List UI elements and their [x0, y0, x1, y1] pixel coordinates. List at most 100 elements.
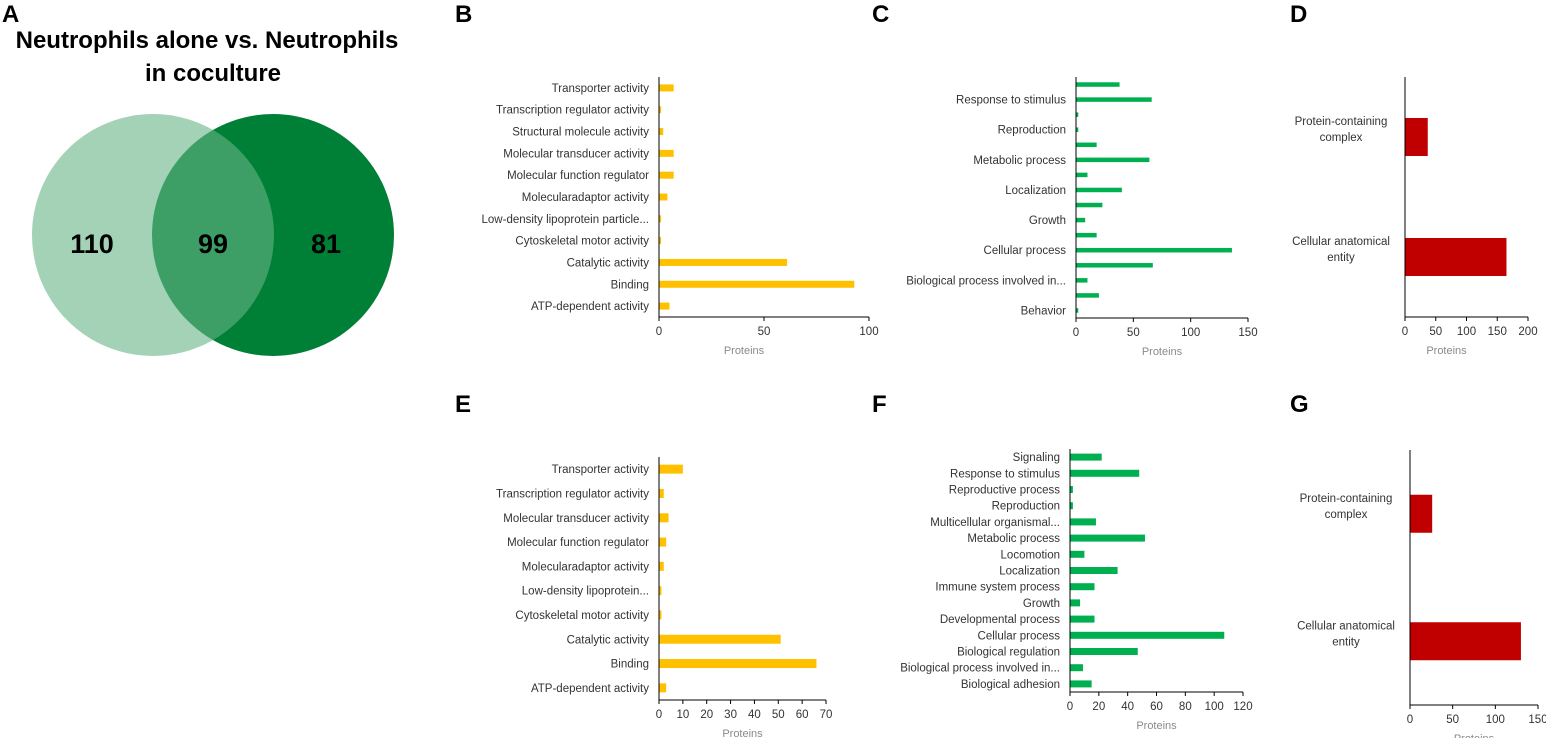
bar-b-8: [659, 258, 788, 266]
bar-f-14: [1070, 680, 1092, 688]
bar-b-4: [659, 171, 674, 179]
category-label-molecular-function-regulator: Molecular function regulator: [507, 170, 649, 182]
category-label: Protein-containing complex: [1295, 116, 1388, 144]
chart-f-biological-process: Signaling Response to stimulus Reproductiv…: [900, 449, 1253, 732]
category-label-transporter-activity: Transporter activity: [552, 464, 650, 476]
chart-e-molecular-function: Transporter activity Transcription regula…: [496, 457, 832, 738]
panel-letter-a: A: [2, 1, 19, 28]
bar-e-4: [659, 561, 664, 571]
x-tick-label: 0: [656, 326, 662, 338]
x-tick-label: 20: [700, 709, 713, 721]
bar-c-7: [1076, 187, 1122, 193]
bar-e-9: [659, 683, 667, 693]
bar-d-1: [1405, 238, 1507, 276]
x-tick-label: 100: [1205, 701, 1224, 713]
bar-c-6: [1076, 172, 1088, 178]
x-tick-label: 50: [1429, 326, 1442, 338]
bar-c-10: [1076, 232, 1097, 238]
bar-c-3: [1076, 127, 1079, 132]
bar-e-8: [659, 659, 817, 669]
category-label-catalytic-activity: Catalytic activity: [567, 634, 650, 646]
bar-b-1: [659, 106, 662, 114]
x-tick-label: 0: [1067, 701, 1073, 713]
bar-c-2: [1076, 112, 1079, 117]
category-label-multicellular-organismal: Multicellular organismal...: [930, 517, 1060, 529]
x-axis-title: Proteins: [1136, 720, 1177, 732]
bar-e-2: [659, 513, 669, 523]
bar-c-9: [1076, 217, 1086, 223]
bar-f-11: [1070, 631, 1225, 639]
x-tick-label: 0: [1402, 326, 1408, 338]
category-label-binding: Binding: [611, 279, 649, 291]
category-label-atp-dependent-activity: ATP-dependent activity: [531, 683, 649, 695]
category-label-cytoskeletal-motor-activity: Cytoskeletal motor activity: [515, 236, 649, 248]
x-axis-title: Proteins: [1454, 733, 1495, 738]
x-tick-label: 60: [1150, 701, 1163, 713]
bar-b-5: [659, 193, 668, 201]
x-tick-label: 50: [758, 326, 771, 338]
category-label-molecular-function-regulator: Molecular function regulator: [507, 537, 649, 549]
bar-b-2: [659, 128, 664, 136]
x-tick-label: 0: [1073, 327, 1079, 339]
category-label-reproduction: Reproduction: [992, 501, 1060, 513]
panel-letter-b: B: [455, 1, 472, 28]
category-label-localization: Localization: [1005, 185, 1066, 197]
panel-letter-c: C: [872, 1, 889, 28]
category-label-atp-dependent-activity: ATP-dependent activity: [531, 301, 649, 313]
x-tick-label: 50: [1446, 714, 1459, 726]
bar-c-14: [1076, 293, 1099, 298]
bar-d-0: [1405, 118, 1428, 156]
bar-c-5: [1076, 157, 1150, 163]
category-label-localization: Localization: [999, 566, 1060, 578]
category-label-signaling: Signaling: [1013, 452, 1060, 464]
category-label-biological-regulation: Biological regulation: [957, 647, 1060, 659]
bar-g-0: [1410, 494, 1433, 533]
x-tick-label: 70: [820, 709, 833, 721]
category-label-immune-system-process: Immune system process: [935, 582, 1060, 594]
category-label-binding: Binding: [611, 659, 649, 671]
x-tick-label: 80: [1179, 701, 1192, 713]
bar-f-5: [1070, 534, 1145, 542]
x-tick-label: 60: [796, 709, 809, 721]
bar-f-8: [1070, 583, 1095, 591]
category-label-metabolic-process: Metabolic process: [973, 155, 1066, 167]
bar-c-12: [1076, 263, 1153, 268]
category-label-low-density-lipoprotein-particle: Low-density lipoprotein particle...: [482, 214, 649, 226]
category-label-catalytic-activity: Catalytic activity: [567, 257, 650, 269]
venn-left-count: 110: [70, 229, 114, 259]
x-tick-label: 20: [1092, 701, 1105, 713]
bar-b-3: [659, 149, 674, 157]
bar-f-6: [1070, 550, 1085, 558]
bar-c-15: [1076, 308, 1079, 313]
x-tick-label: 150: [1528, 714, 1546, 726]
panel-letter-f: F: [872, 391, 887, 418]
x-tick-label: 150: [1238, 327, 1257, 339]
category-label-metabolic-process: Metabolic process: [967, 533, 1060, 545]
bar-c-8: [1076, 202, 1103, 208]
bar-f-7: [1070, 567, 1118, 574]
category-label-low-density-lipoprotein: Low-density lipoprotein...: [522, 586, 649, 598]
x-tick-label: 150: [1488, 326, 1507, 338]
x-tick-label: 0: [656, 709, 662, 721]
category-label: Cellular anatomical entity: [1297, 620, 1395, 648]
x-tick-label: 30: [724, 709, 737, 721]
bar-g-1: [1410, 622, 1521, 661]
bar-b-9: [659, 280, 855, 288]
venn-title-line2: in coculture: [145, 60, 281, 87]
category-label-cytoskeletal-motor-activity: Cytoskeletal motor activity: [515, 610, 649, 622]
venn-overlap-count: 99: [198, 229, 228, 259]
venn-right-count: 81: [311, 229, 341, 259]
bar-f-13: [1070, 664, 1083, 672]
chart-c-biological-process: Response to stimulus Reproduction Metaboli…: [906, 77, 1258, 358]
category-label-transcription-regulator-activity: Transcription regulator activity: [496, 488, 649, 500]
x-tick-label: 100: [1181, 327, 1200, 339]
chart-b-molecular-function: Transporter activity Transcription regula…: [482, 77, 879, 357]
x-tick-label: 40: [1121, 701, 1134, 713]
venn-left-circle: [32, 114, 274, 356]
category-label-transcription-regulator-activity: Transcription regulator activity: [496, 105, 649, 117]
venn-panel: A Neutrophils alone vs. Neutrophils in c…: [2, 1, 398, 356]
category-label-growth: Growth: [1023, 598, 1060, 610]
x-tick-label: 50: [1127, 327, 1140, 339]
category-label-reproduction: Reproduction: [998, 125, 1066, 137]
